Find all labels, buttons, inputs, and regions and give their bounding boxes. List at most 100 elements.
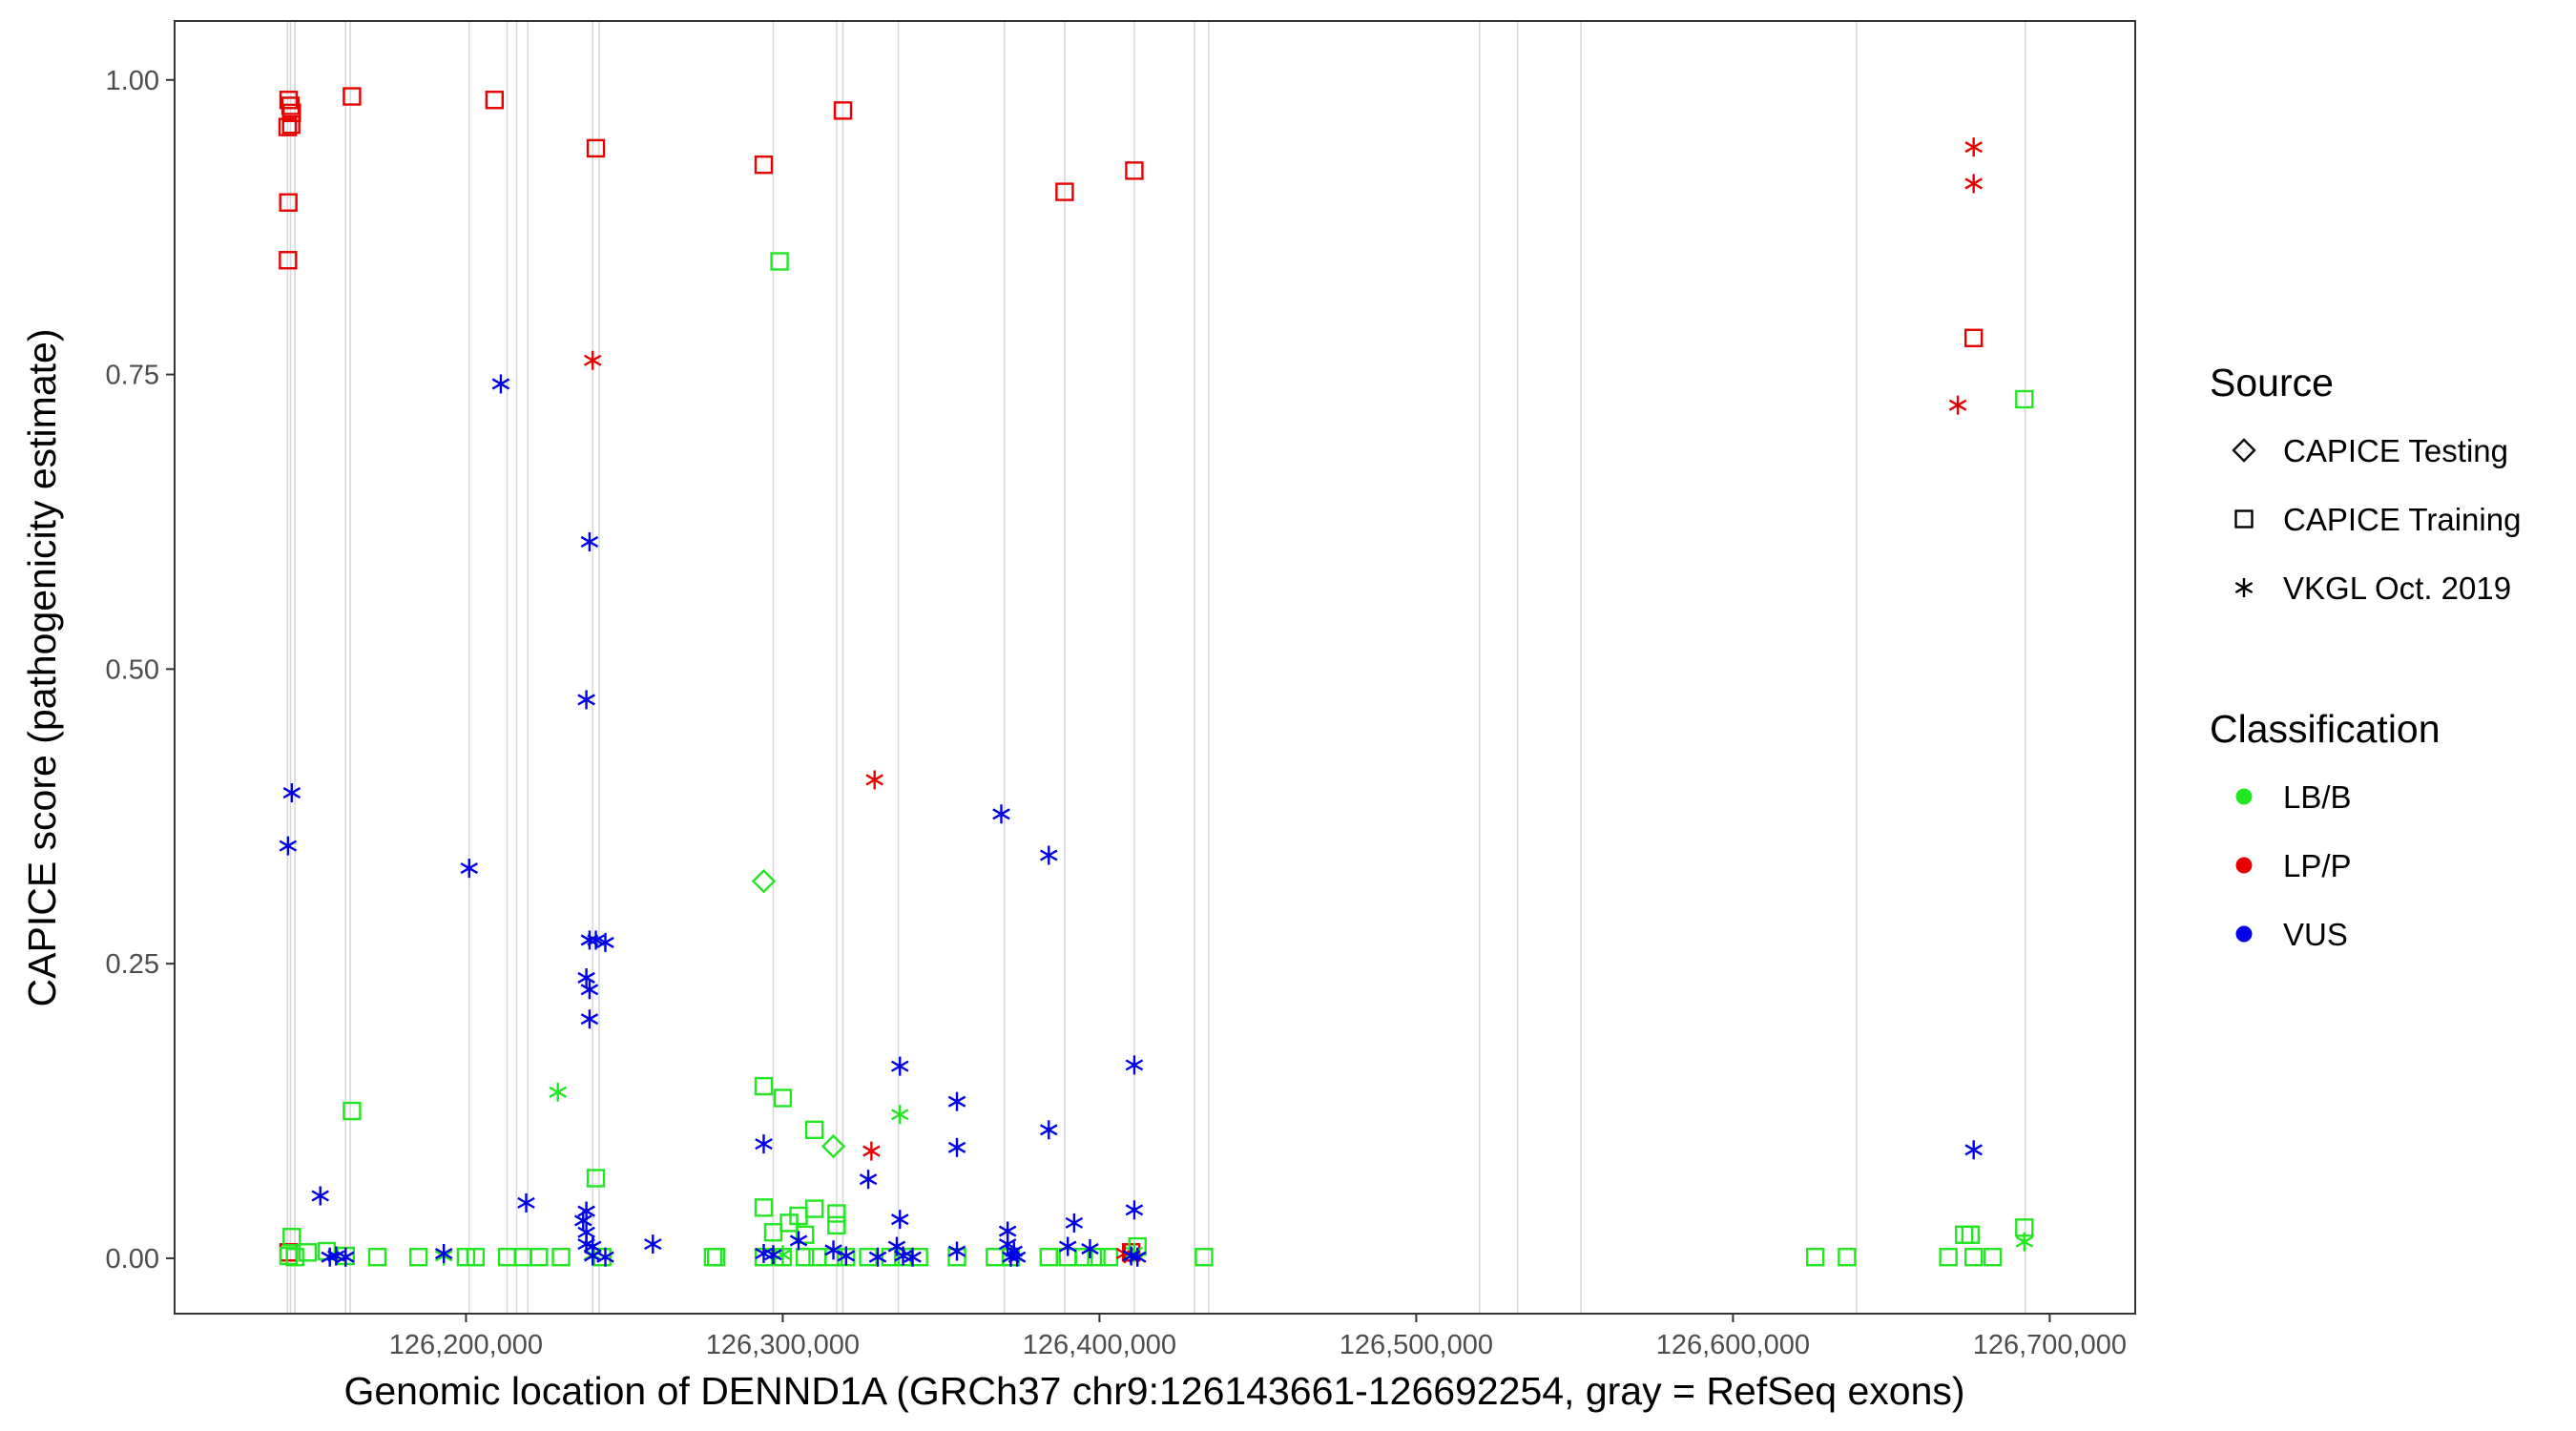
legend-class-key bbox=[2235, 788, 2253, 805]
x-axis-title: Genomic location of DENND1A (GRCh37 chr9… bbox=[343, 1369, 1964, 1413]
data-point bbox=[824, 1240, 842, 1260]
plot-panel-border bbox=[174, 20, 2136, 1315]
data-point bbox=[408, 1248, 428, 1267]
data-point bbox=[804, 1199, 824, 1218]
data-point bbox=[321, 1247, 339, 1267]
data-point bbox=[549, 1082, 567, 1102]
data-point bbox=[2015, 1232, 2034, 1252]
data-point bbox=[279, 193, 298, 212]
legend-classification-title: Classification bbox=[2210, 707, 2441, 751]
data-point bbox=[1838, 1248, 1857, 1267]
data-point bbox=[837, 1246, 856, 1266]
data-point bbox=[706, 1248, 726, 1267]
data-point bbox=[583, 350, 602, 370]
data-point bbox=[754, 1076, 774, 1096]
data-point bbox=[904, 1247, 922, 1267]
data-point bbox=[1040, 1120, 1058, 1140]
data-point bbox=[751, 868, 777, 894]
data-point bbox=[992, 804, 1010, 824]
data-point bbox=[1948, 395, 1967, 415]
data-point bbox=[827, 1204, 846, 1223]
data-point bbox=[773, 1089, 793, 1108]
data-point bbox=[821, 1133, 846, 1159]
data-point bbox=[311, 1186, 329, 1206]
y-tick-label: 0.50 bbox=[106, 654, 159, 685]
y-axis: 0.00 0.25 0.50 0.75 1.00 bbox=[106, 66, 175, 1275]
x-tick-label: 126,500,000 bbox=[1340, 1330, 1493, 1360]
data-point bbox=[282, 103, 301, 123]
data-point bbox=[947, 1241, 966, 1261]
data-point bbox=[804, 1120, 824, 1140]
data-point bbox=[947, 1091, 966, 1111]
data-point bbox=[343, 1101, 362, 1121]
data-point bbox=[1939, 1248, 1958, 1267]
data-point bbox=[755, 1244, 773, 1264]
data-point bbox=[1040, 845, 1058, 865]
x-tick-label: 126,600,000 bbox=[1656, 1330, 1810, 1360]
data-point bbox=[890, 1105, 909, 1125]
y-tick-label: 0.25 bbox=[106, 949, 159, 980]
data-point bbox=[1983, 1248, 2003, 1267]
data-point bbox=[890, 1210, 909, 1230]
data-point bbox=[795, 1248, 815, 1267]
data-point bbox=[1955, 1225, 1974, 1244]
data-point bbox=[1058, 1236, 1077, 1256]
data-point bbox=[1963, 328, 1984, 347]
data-point bbox=[298, 1243, 318, 1262]
data-point bbox=[770, 252, 789, 271]
data-point bbox=[1074, 1248, 1093, 1267]
data-point bbox=[580, 531, 599, 551]
data-point bbox=[1963, 1248, 1984, 1267]
data-point bbox=[947, 1137, 966, 1157]
data-point bbox=[1964, 137, 1983, 157]
data-point bbox=[282, 1228, 301, 1247]
legend-source-label: CAPICE Training bbox=[2283, 502, 2521, 537]
data-point bbox=[530, 1248, 549, 1267]
data-point bbox=[577, 690, 595, 710]
legend-source-key bbox=[2232, 438, 2256, 463]
data-point bbox=[577, 967, 595, 987]
x-axis: 126,200,000 126,300,000 126,400,000 126,500… bbox=[389, 1314, 2127, 1360]
data-point bbox=[1039, 1248, 1058, 1267]
data-point bbox=[754, 1198, 774, 1217]
legend: Source Classification CAPICE Testing CAPI… bbox=[2210, 361, 2521, 952]
x-tick-label: 126,200,000 bbox=[389, 1330, 543, 1360]
data-point bbox=[1065, 1213, 1084, 1233]
data-point bbox=[282, 783, 301, 803]
data-point bbox=[1125, 1055, 1144, 1075]
data-point bbox=[586, 138, 606, 158]
legend-source-label: CAPICE Testing bbox=[2283, 433, 2508, 468]
data-point bbox=[279, 836, 298, 856]
data-point bbox=[2015, 389, 2034, 409]
x-tick-label: 126,700,000 bbox=[1973, 1330, 2127, 1360]
data-point bbox=[586, 1169, 606, 1188]
data-point bbox=[574, 1211, 592, 1231]
data-point bbox=[1125, 1200, 1144, 1220]
data-point bbox=[517, 1192, 535, 1213]
data-point bbox=[367, 1248, 387, 1267]
data-point bbox=[596, 932, 614, 952]
data-point bbox=[337, 1247, 355, 1267]
data-point bbox=[1055, 182, 1074, 201]
data-point bbox=[644, 1234, 662, 1255]
data-point bbox=[281, 114, 301, 135]
x-tick-label: 126,300,000 bbox=[706, 1330, 860, 1360]
data-point bbox=[343, 87, 362, 106]
data-point bbox=[789, 1231, 808, 1251]
data-point bbox=[755, 1134, 773, 1154]
data-point bbox=[434, 1244, 453, 1264]
y-tick-label: 1.00 bbox=[106, 66, 159, 96]
data-point bbox=[279, 91, 299, 110]
legend-source-label: VKGL Oct. 2019 bbox=[2283, 570, 2511, 606]
y-tick-label: 0.00 bbox=[106, 1244, 159, 1275]
data-point bbox=[491, 374, 510, 394]
data-point bbox=[279, 251, 298, 270]
data-point bbox=[1805, 1248, 1825, 1267]
data-point bbox=[1195, 1248, 1214, 1267]
data-point bbox=[862, 1141, 881, 1161]
data-point bbox=[1087, 1248, 1106, 1267]
data-point bbox=[1964, 174, 1983, 194]
data-point bbox=[587, 930, 605, 950]
